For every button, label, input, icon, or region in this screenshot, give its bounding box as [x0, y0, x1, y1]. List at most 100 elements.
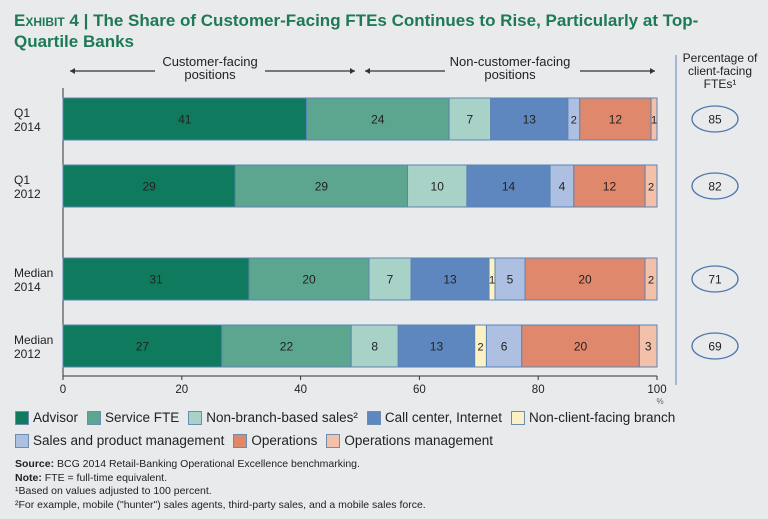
data-label: 4: [559, 180, 566, 194]
data-label: 12: [603, 180, 617, 194]
x-tick-label: 100: [647, 384, 666, 396]
bar-segment-non-branch-based-sales-: [448, 97, 492, 141]
bar-segment-service-fte: [221, 324, 352, 368]
arrowhead-icon: [365, 68, 370, 74]
data-label: 29: [142, 180, 156, 194]
legend-item: Operations management: [326, 431, 493, 451]
pct-ellipse: [691, 105, 739, 133]
legend-label: Sales and product management: [33, 433, 225, 448]
data-label: 27: [136, 340, 150, 354]
bar-segment-operations: [573, 164, 646, 208]
bar-segment-advisor: [62, 164, 236, 208]
bar-segment-sales-and-product-management: [494, 257, 526, 301]
header-customer-line1: Customer-facing: [162, 54, 257, 69]
legend-swatch: [87, 411, 102, 425]
client-facing-pct: 82: [708, 180, 722, 194]
legend-label: Operations management: [344, 433, 494, 448]
data-label: 7: [467, 113, 474, 127]
data-label: 20: [302, 273, 316, 287]
legend-item: Advisor: [15, 408, 78, 428]
data-label: 24: [371, 113, 385, 127]
bar-segment-advisor: [62, 257, 250, 301]
header-pct-line3: FTEs¹: [704, 77, 737, 91]
title-separator: |: [83, 11, 89, 30]
bar-segment-operations-management: [644, 164, 658, 208]
bar-segment-non-branch-based-sales-: [407, 164, 468, 208]
data-label: 20: [574, 340, 588, 354]
x-tick-label: 80: [532, 384, 545, 396]
data-label: 41: [178, 113, 192, 127]
chart-title: Exhibit 4 | The Share of Customer-Facing…: [14, 10, 754, 52]
legend-swatch: [15, 411, 29, 425]
data-label: 22: [280, 340, 294, 354]
data-label: 14: [502, 180, 516, 194]
pct-ellipse: [691, 332, 739, 360]
category-label: Q1: [14, 173, 30, 187]
bar-segment-call-center-internet: [490, 97, 569, 141]
legend-item: Call center, Internet: [366, 408, 502, 428]
data-label: 29: [315, 180, 329, 194]
category-label: Median: [14, 333, 53, 347]
bar-segment-service-fte: [248, 257, 370, 301]
x-tick-label: 40: [294, 384, 307, 396]
bar-segment-advisor: [62, 97, 308, 141]
bar-segment-sales-and-product-management: [485, 324, 523, 368]
note-label: Note:: [15, 471, 42, 484]
data-label: 1: [489, 275, 495, 287]
footnotes: Source: BCG 2014 Retail-Banking Operatio…: [15, 458, 426, 512]
footnote-2: ²For example, mobile ("hunter") sales ag…: [15, 498, 426, 511]
client-facing-pct: 69: [708, 340, 722, 354]
legend-label: Call center, Internet: [384, 410, 502, 425]
data-label: 3: [645, 340, 652, 354]
source-text: BCG 2014 Retail-Banking Operational Exce…: [54, 458, 360, 470]
legend-item: Service FTE: [87, 408, 179, 428]
bar-segment-operations-management: [638, 324, 658, 368]
x-tick-label: 60: [413, 384, 426, 396]
pct-ellipse: [691, 172, 739, 200]
fte-note: Note: FTE = full-time equivalent.: [15, 472, 426, 486]
category-label: Q1: [14, 106, 30, 120]
data-label: 7: [387, 273, 394, 287]
bar-segment-call-center-internet: [397, 324, 476, 368]
data-label: 2: [478, 342, 484, 354]
header-pct-line2: client-facing: [688, 64, 752, 78]
category-label: Median: [14, 266, 53, 280]
legend-label: Operations: [251, 433, 318, 448]
exhibit-label: Exhibit 4: [14, 11, 79, 30]
legend-item: Sales and product management: [15, 431, 224, 451]
data-label: 2: [571, 115, 577, 127]
legend-swatch: [15, 434, 29, 448]
arrowhead-icon: [650, 68, 655, 74]
source-label: Source:: [15, 458, 55, 470]
legend-row: Sales and product management Operations Op…: [15, 431, 755, 454]
category-label: 2014: [14, 280, 41, 294]
bar-segment-service-fte: [306, 97, 450, 141]
bar-segment-call-center-internet: [466, 164, 551, 208]
data-label: 2: [648, 182, 654, 194]
data-label: 5: [507, 273, 514, 287]
footnote-1: ¹Based on values adjusted to 100 percent…: [15, 485, 212, 497]
legend-item: Non-branch-based sales²: [188, 408, 358, 428]
legend-swatch: [366, 411, 381, 425]
data-label: 8: [371, 340, 378, 354]
title-text: The Share of Customer-Facing FTEs Contin…: [14, 11, 699, 51]
data-label: 6: [501, 340, 508, 354]
legend-label: Non-branch-based sales²: [206, 410, 358, 425]
category-label: 2012: [14, 187, 41, 201]
data-label: 13: [523, 113, 537, 127]
data-label: 13: [430, 340, 444, 354]
header-pct-line1: Percentage of: [683, 51, 758, 65]
x-unit-label: %: [656, 397, 663, 406]
legend-swatch: [233, 434, 248, 448]
note-text: FTE = full-time equivalent.: [41, 471, 168, 484]
data-label: 1: [651, 115, 657, 127]
data-label: 2: [648, 275, 654, 287]
legend-swatch: [188, 411, 203, 425]
arrowhead-icon: [350, 68, 355, 74]
client-facing-pct: 85: [708, 113, 722, 127]
legend-swatch: [510, 411, 525, 425]
legend-row: Advisor Service FTE Non-branch-based sales…: [15, 408, 755, 431]
legend-item: Non-client-facing branch: [510, 408, 675, 428]
